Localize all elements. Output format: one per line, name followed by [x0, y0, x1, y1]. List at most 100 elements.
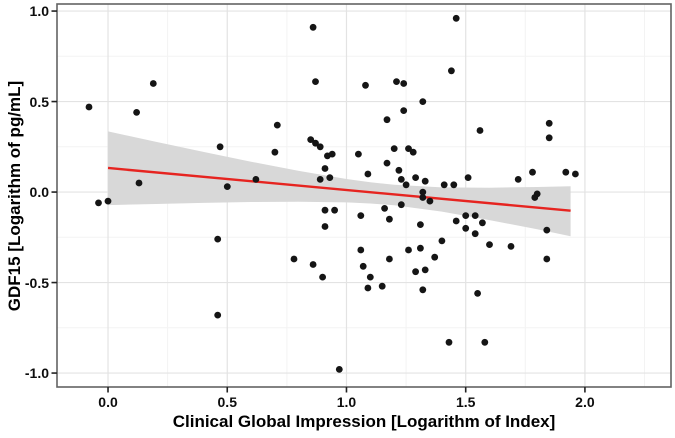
data-point — [252, 176, 260, 183]
data-point — [421, 177, 429, 185]
data-point — [378, 282, 386, 290]
data-point — [216, 143, 224, 151]
data-point — [402, 181, 410, 189]
data-point — [326, 174, 334, 182]
data-point — [419, 98, 427, 105]
data-point — [474, 290, 481, 297]
data-point — [481, 338, 489, 346]
data-point — [514, 176, 522, 183]
data-point — [95, 199, 102, 207]
data-point — [543, 255, 551, 263]
data-point — [381, 205, 388, 212]
data-point — [364, 284, 372, 292]
data-point — [312, 78, 319, 85]
data-point — [321, 206, 329, 214]
x-tick-label: 2.0 — [575, 394, 595, 410]
data-point — [309, 261, 317, 268]
y-tick-label: -0.5 — [24, 274, 49, 291]
data-point — [331, 206, 338, 214]
data-point — [362, 81, 369, 89]
data-point — [450, 181, 458, 189]
data-point — [321, 165, 329, 172]
data-point — [479, 219, 486, 227]
data-point — [383, 159, 391, 167]
y-tick-label: -1.0 — [24, 365, 49, 382]
data-point — [328, 150, 336, 158]
y-axis-title: GDF15 [Logarithm of pg/mL] — [5, 80, 24, 312]
data-point — [417, 221, 424, 229]
data-point — [316, 176, 324, 183]
data-point — [405, 246, 412, 254]
data-point — [417, 244, 424, 252]
x-tick-label: 0.0 — [98, 394, 118, 410]
x-tick-label: 0.5 — [217, 394, 237, 410]
data-point — [321, 223, 329, 230]
data-point — [400, 107, 408, 114]
data-point — [507, 243, 515, 250]
data-point — [133, 109, 141, 116]
data-point — [471, 212, 479, 220]
data-point — [440, 181, 448, 189]
data-point — [393, 78, 400, 85]
data-point — [355, 150, 362, 158]
data-point — [476, 127, 484, 134]
data-point — [135, 179, 143, 187]
data-point — [529, 168, 536, 176]
data-point — [397, 176, 405, 183]
data-point — [452, 14, 460, 22]
data-point — [357, 212, 365, 220]
data-point — [452, 217, 460, 225]
data-point — [383, 116, 391, 124]
data-point — [419, 286, 427, 294]
data-point — [431, 253, 439, 261]
data-point — [448, 67, 455, 75]
data-point — [412, 174, 419, 182]
y-tick-label: 0.5 — [29, 93, 49, 110]
data-point — [312, 139, 319, 147]
data-point — [359, 262, 367, 270]
data-point — [364, 170, 372, 178]
data-point — [409, 148, 417, 156]
data-point — [366, 273, 374, 281]
data-point — [357, 246, 365, 254]
data-point — [545, 134, 553, 142]
data-point — [290, 255, 298, 263]
data-point — [335, 366, 343, 373]
x-tick-label: 1.5 — [455, 394, 476, 410]
data-point — [421, 266, 429, 274]
data-point — [405, 145, 412, 153]
data-point — [400, 80, 408, 87]
data-point — [214, 235, 222, 243]
data-point — [395, 166, 403, 174]
panel-border — [56, 3, 672, 388]
regression-line — [107, 166, 571, 212]
x-axis-title: Clinical Global Impression [Logarithm of… — [172, 412, 556, 431]
data-point — [426, 197, 434, 205]
confidence-band — [108, 131, 571, 237]
data-point — [104, 197, 112, 205]
data-point — [531, 194, 539, 201]
data-point — [214, 311, 222, 319]
data-point — [397, 201, 405, 209]
data-point — [462, 224, 470, 232]
y-tick-label: 1.0 — [29, 3, 49, 20]
data-point — [309, 23, 317, 31]
y-tick-label: 0.0 — [29, 184, 49, 201]
data-point — [545, 119, 553, 127]
data-point — [319, 273, 326, 281]
data-point — [445, 338, 453, 346]
data-point — [386, 255, 393, 263]
data-point — [419, 194, 427, 201]
data-point — [572, 170, 579, 178]
data-point — [273, 121, 281, 129]
data-point — [543, 226, 551, 234]
data-point — [85, 103, 93, 111]
data-point — [390, 145, 398, 153]
data-point — [419, 188, 427, 196]
data-point — [464, 174, 472, 182]
data-point — [223, 183, 231, 191]
data-point — [149, 80, 157, 87]
data-point — [316, 143, 324, 151]
